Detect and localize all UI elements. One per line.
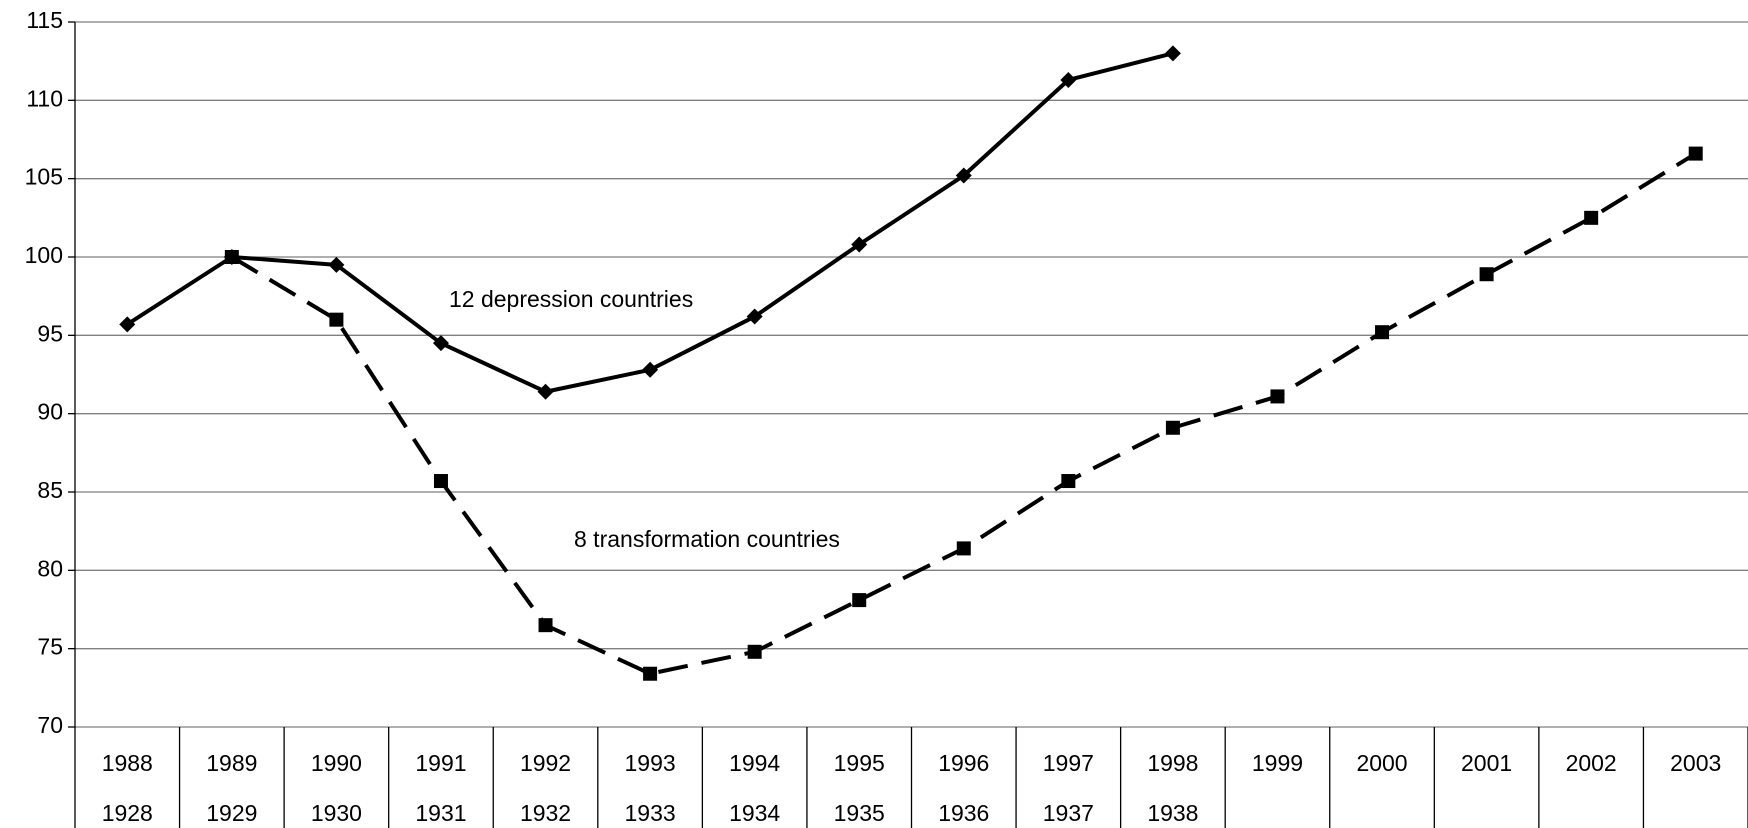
x-tick-label-lower: 1928 xyxy=(102,800,153,826)
y-tick-label: 100 xyxy=(25,242,63,268)
marker xyxy=(328,256,345,273)
marker xyxy=(643,666,658,681)
marker xyxy=(1061,474,1076,489)
series-label: 12 depression countries xyxy=(449,286,693,312)
x-tick-label: 1996 xyxy=(938,750,989,776)
marker xyxy=(1164,45,1181,62)
marker xyxy=(1479,267,1494,282)
marker xyxy=(537,383,554,400)
x-tick-label: 1992 xyxy=(520,750,571,776)
marker xyxy=(955,167,972,184)
marker xyxy=(956,541,971,556)
x-tick-label: 1998 xyxy=(1147,750,1198,776)
marker xyxy=(538,618,553,633)
marker xyxy=(642,361,659,378)
x-tick-label-lower: 1937 xyxy=(1043,800,1094,826)
marker xyxy=(329,312,344,327)
y-tick-label: 110 xyxy=(26,85,63,111)
x-tick-label: 1989 xyxy=(206,750,257,776)
x-tick-label: 1995 xyxy=(834,750,885,776)
x-tick-label-lower: 1930 xyxy=(311,800,362,826)
x-tick-label-lower: 1935 xyxy=(834,800,885,826)
x-tick-label: 1993 xyxy=(625,750,676,776)
marker xyxy=(852,593,867,608)
marker xyxy=(119,316,136,333)
marker xyxy=(1584,210,1599,225)
y-tick-label: 85 xyxy=(37,477,63,503)
x-tick-label-lower: 1934 xyxy=(729,800,780,826)
x-tick-label: 2000 xyxy=(1356,750,1407,776)
marker xyxy=(1688,146,1703,161)
y-tick-label: 90 xyxy=(37,399,63,425)
y-tick-label: 70 xyxy=(37,712,63,738)
marker xyxy=(851,236,868,253)
marker xyxy=(433,474,448,489)
marker xyxy=(432,335,449,352)
y-tick-label: 80 xyxy=(37,555,63,581)
x-tick-label-lower: 1932 xyxy=(520,800,571,826)
x-tick-label-lower: 1936 xyxy=(938,800,989,826)
x-tick-label: 2001 xyxy=(1461,750,1512,776)
marker xyxy=(1270,389,1285,404)
marker xyxy=(224,250,239,264)
x-tick-label: 1990 xyxy=(311,750,362,776)
x-tick-label-lower: 1933 xyxy=(625,800,676,826)
series-line xyxy=(126,51,1174,394)
y-tick-label: 75 xyxy=(37,634,63,660)
x-tick-label: 1997 xyxy=(1043,750,1094,776)
x-tick-label-lower: 1931 xyxy=(415,800,466,826)
marker xyxy=(746,308,763,325)
x-tick-label: 2003 xyxy=(1670,750,1721,776)
marker xyxy=(747,644,762,659)
x-tick-label: 1991 xyxy=(415,750,466,776)
x-tick-label: 2002 xyxy=(1566,750,1617,776)
x-tick-label: 1999 xyxy=(1252,750,1303,776)
x-tick-label: 1994 xyxy=(729,750,780,776)
x-tick-label-lower: 1929 xyxy=(206,800,257,826)
x-tick-label-lower: 1938 xyxy=(1147,800,1198,826)
y-tick-label: 105 xyxy=(25,164,63,190)
marker xyxy=(1060,71,1077,88)
marker xyxy=(1375,325,1390,340)
x-tick-label: 1988 xyxy=(102,750,153,776)
y-tick-label: 95 xyxy=(37,320,63,346)
marker xyxy=(1165,420,1180,435)
y-tick-label: 115 xyxy=(26,7,63,33)
series-label: 8 transformation countries xyxy=(574,526,840,552)
